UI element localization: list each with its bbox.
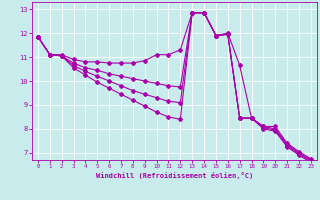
X-axis label: Windchill (Refroidissement éolien,°C): Windchill (Refroidissement éolien,°C) bbox=[96, 172, 253, 179]
